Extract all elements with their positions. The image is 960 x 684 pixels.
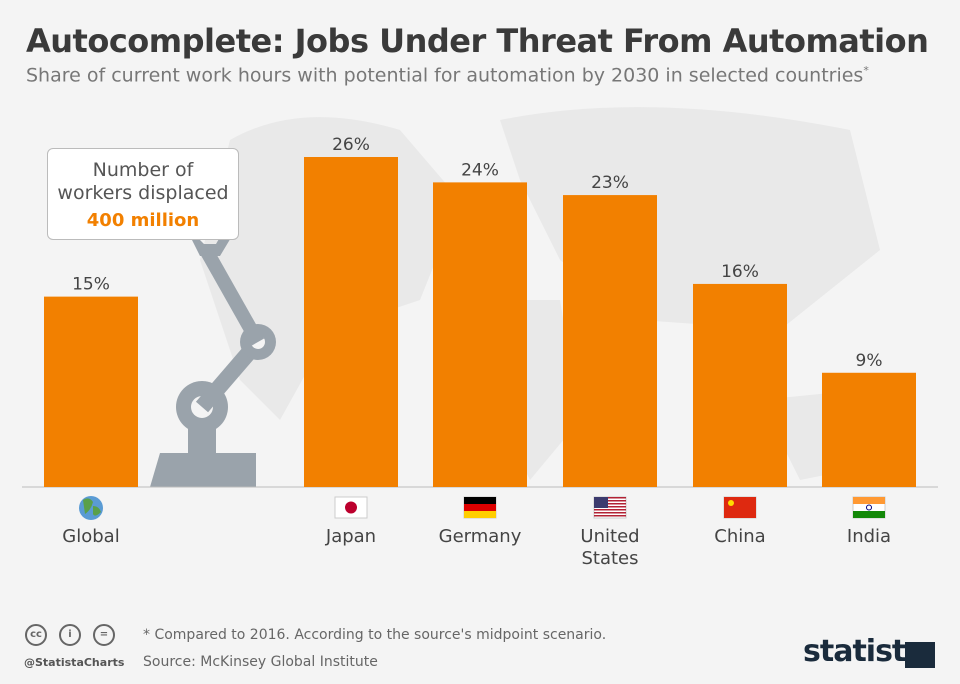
category-label: United States (580, 526, 639, 569)
us-flag-icon (593, 496, 627, 519)
footnote: * Compared to 2016. According to the sou… (143, 627, 607, 643)
twitter-handle[interactable]: @StatistaCharts (24, 656, 125, 669)
callout-line1: Number of (92, 159, 194, 181)
no-derivatives-icon: = (93, 624, 115, 646)
data-label: 16% (721, 262, 759, 282)
workers-displaced-callout: Number of workers displaced 400 million (47, 148, 239, 240)
data-label: 9% (856, 351, 883, 371)
bar-global (44, 296, 138, 487)
bar-japan (304, 157, 398, 487)
bar-china (693, 283, 787, 487)
germany-flag-icon (463, 496, 497, 519)
category-label: Japan (325, 526, 376, 547)
subtitle-text: Share of current work hours with potenti… (26, 64, 864, 87)
bar-united-states (563, 195, 657, 488)
category-label: Global (62, 526, 119, 547)
bar-india (822, 372, 916, 487)
callout-line2: workers displaced (57, 182, 229, 204)
statista-logo-mark-icon (905, 642, 935, 668)
data-label: 26% (332, 135, 370, 155)
robot-arm-icon (150, 230, 276, 487)
chart-title: Autocomplete: Jobs Under Threat From Aut… (26, 22, 929, 60)
category-label: Germany (439, 526, 522, 547)
source: Source: McKinsey Global Institute (143, 654, 378, 670)
category-label: China (714, 526, 765, 547)
data-label: 23% (591, 173, 629, 193)
callout-value: 400 million (86, 210, 200, 231)
category-label: India (847, 526, 891, 547)
data-label: 15% (72, 275, 110, 295)
japan-flag-icon (334, 496, 368, 519)
bar-germany (433, 182, 527, 487)
chart-subtitle: Share of current work hours with potenti… (26, 64, 869, 86)
cc-icon: cc (25, 624, 47, 646)
data-label: 24% (461, 160, 499, 180)
footnote-mark: * (863, 64, 869, 77)
globe-icon (79, 496, 103, 520)
attribution-icon: i (59, 624, 81, 646)
china-flag-icon (723, 496, 757, 519)
india-flag-icon (852, 496, 886, 519)
